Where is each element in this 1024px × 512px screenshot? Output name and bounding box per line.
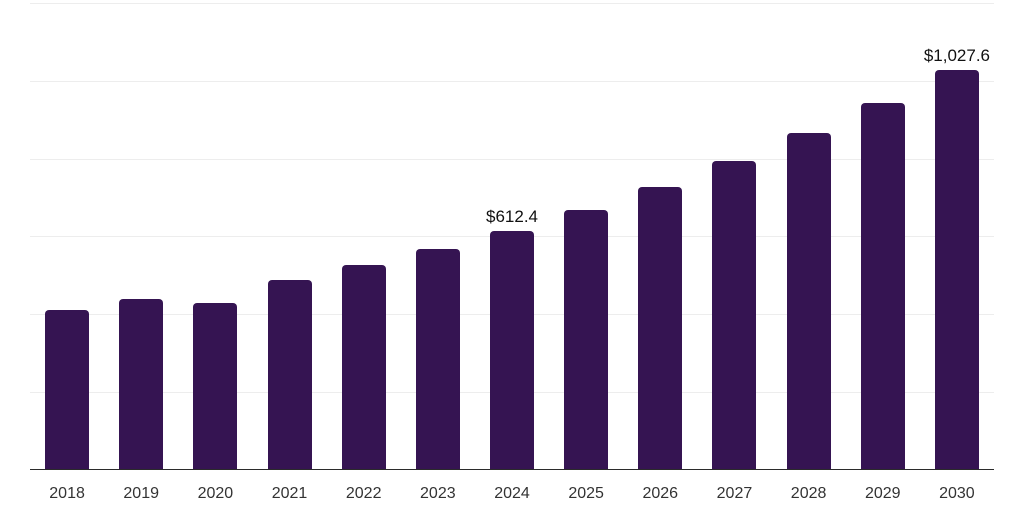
bar-2027 [712,161,757,470]
bar-2025 [564,210,609,470]
bar-2029 [860,103,905,470]
x-tick-2024: 2024 [494,485,530,502]
data-label-2024: $612.4 [486,207,538,227]
x-tick-2030: 2030 [939,485,975,502]
x-tick-2027: 2027 [716,485,753,502]
gridline-1200 [30,3,994,4]
x-tick-2018: 2018 [49,485,85,502]
bar-2030 [934,70,979,470]
x-tick-2021: 2021 [271,485,308,502]
x-tick-2029: 2029 [864,485,901,502]
bar-2023 [415,249,460,470]
x-tick-2023: 2023 [420,485,456,502]
bar-2018 [45,310,90,470]
x-tick-2025: 2025 [568,485,604,502]
bar-2028 [786,133,831,470]
x-tick-2019: 2019 [123,485,159,502]
bar-2024 [490,231,534,470]
bar-2021 [267,279,312,470]
x-tick-2026: 2026 [642,485,679,502]
gridline-800 [30,158,994,160]
x-axis-line [30,468,994,471]
gridline-1000 [30,80,994,82]
data-label-2030: $1,027.6 [923,46,991,66]
bar-2020 [193,302,238,470]
x-tick-2028: 2028 [790,485,827,502]
x-tick-2022: 2022 [345,485,382,502]
x-tick-2020: 2020 [197,485,234,502]
bar-2022 [341,265,386,470]
bar-2026 [638,186,683,470]
bar-2019 [119,298,164,470]
